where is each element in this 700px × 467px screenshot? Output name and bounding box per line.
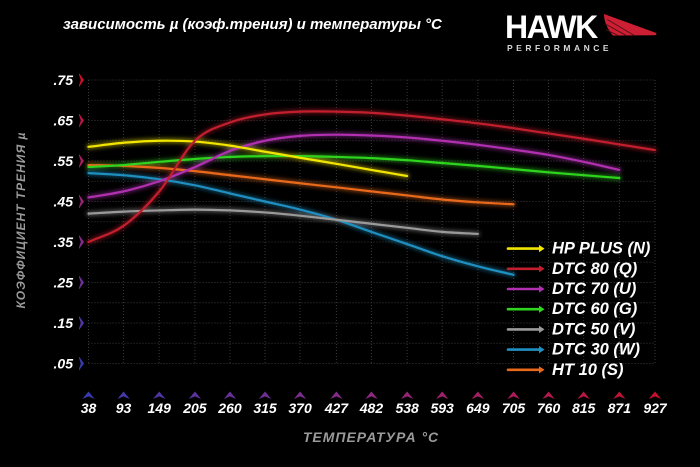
svg-text:.75: .75 bbox=[54, 72, 74, 88]
svg-text:DTC 80 (Q): DTC 80 (Q) bbox=[552, 260, 638, 278]
svg-text:.65: .65 bbox=[54, 113, 74, 129]
svg-text:370: 370 bbox=[288, 400, 312, 416]
svg-text:649: 649 bbox=[466, 400, 490, 416]
svg-text:705: 705 bbox=[502, 400, 526, 416]
svg-text:593: 593 bbox=[430, 400, 454, 416]
svg-text:DTC 70 (U): DTC 70 (U) bbox=[552, 280, 637, 298]
svg-text:HP PLUS (N): HP PLUS (N) bbox=[552, 240, 651, 258]
svg-text:.15: .15 bbox=[54, 315, 74, 331]
svg-text:.35: .35 bbox=[54, 234, 74, 250]
svg-text:205: 205 bbox=[182, 400, 207, 416]
svg-text:.45: .45 bbox=[54, 194, 74, 210]
svg-text:.25: .25 bbox=[54, 275, 74, 291]
svg-text:ТЕМПЕРАТУРА °C: ТЕМПЕРАТУРА °C bbox=[303, 429, 439, 445]
svg-text:38: 38 bbox=[81, 400, 97, 416]
svg-text:.55: .55 bbox=[54, 153, 74, 169]
svg-text:DTC 50 (V): DTC 50 (V) bbox=[552, 320, 636, 338]
svg-text:760: 760 bbox=[537, 400, 561, 416]
svg-text:DTC 30 (W): DTC 30 (W) bbox=[552, 341, 641, 359]
svg-text:482: 482 bbox=[359, 400, 384, 416]
svg-text:93: 93 bbox=[116, 400, 132, 416]
svg-text:871: 871 bbox=[608, 400, 632, 416]
svg-text:927: 927 bbox=[643, 400, 668, 416]
svg-text:.05: .05 bbox=[54, 356, 74, 372]
svg-text:815: 815 bbox=[572, 400, 596, 416]
svg-text:538: 538 bbox=[395, 400, 419, 416]
svg-text:149: 149 bbox=[148, 400, 172, 416]
svg-text:DTC 60 (G): DTC 60 (G) bbox=[552, 300, 638, 318]
svg-text:427: 427 bbox=[324, 400, 350, 416]
svg-text:260: 260 bbox=[217, 400, 242, 416]
svg-text:315: 315 bbox=[253, 400, 277, 416]
svg-text:HT 10 (S): HT 10 (S) bbox=[552, 361, 624, 379]
